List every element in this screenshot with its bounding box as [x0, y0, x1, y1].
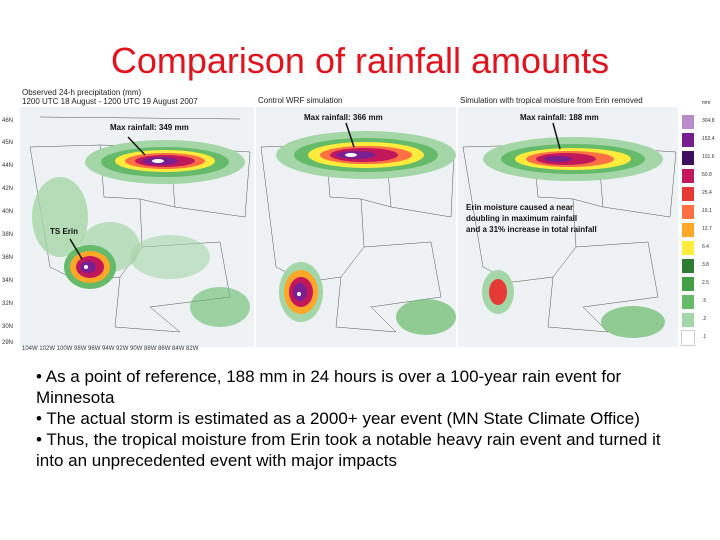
legend-item: 2.5	[682, 274, 716, 292]
observed-scattered-rain	[32, 177, 250, 327]
lat-label: 29N	[2, 340, 14, 346]
control-rain-band	[276, 131, 456, 179]
legend-swatch	[682, 295, 694, 309]
legend-label: .2	[702, 316, 707, 322]
observed-precip-map: Max rainfall: 349 mm TS Erin	[20, 107, 254, 347]
observed-erin-arrow	[69, 238, 83, 260]
removed-note-line1: Erin moisture caused a near	[466, 203, 574, 212]
removed-caption: Simulation with tropical moisture from E…	[460, 96, 643, 105]
legend-swatch	[682, 277, 694, 291]
legend-swatch	[682, 115, 694, 129]
lat-label: 30N	[2, 324, 14, 330]
legend-label: .1	[702, 334, 707, 340]
legend-label: 19.1	[702, 208, 712, 214]
legend-label: 2.5	[702, 280, 709, 286]
removed-map-graphic	[462, 122, 677, 338]
legend-swatch	[682, 133, 694, 147]
legend-item: 19.1	[682, 202, 716, 220]
legend-label: 101.6	[702, 154, 715, 160]
lat-label: 34N	[2, 278, 14, 284]
lat-label: 44N	[2, 163, 14, 169]
legend-label: 25.4	[702, 190, 712, 196]
observed-max-arrow	[127, 136, 146, 156]
bullet-list: • As a point of reference, 188 mm in 24 …	[36, 366, 686, 471]
removed-max-arrow	[552, 122, 561, 150]
legend-item: 3.8	[682, 256, 716, 274]
removed-rain-band	[483, 137, 663, 181]
observed-caption-line1: Observed 24-h precipitation (mm)	[22, 88, 142, 97]
lat-label: 36N	[2, 255, 14, 261]
legend-swatch	[681, 330, 695, 346]
legend-label: 152.4	[702, 136, 715, 142]
lat-label: 32N	[2, 301, 14, 307]
legend-item: 12.7	[682, 220, 716, 238]
legend-label: .5	[702, 298, 707, 304]
legend-swatch	[682, 205, 694, 219]
slide-title: Comparison of rainfall amounts	[110, 40, 610, 81]
removed-gulf-rain	[601, 306, 665, 338]
removed-max-label: Max rainfall: 188 mm	[520, 113, 599, 122]
removed-note-line3: and a 31% increase in total rainfall	[466, 225, 597, 234]
bullet-item: • The actual storm is estimated as a 200…	[36, 409, 640, 428]
control-precip-map: Max rainfall: 366 mm	[256, 107, 456, 347]
observed-max-label: Max rainfall: 349 mm	[110, 123, 189, 132]
bullet-item: • Thus, the tropical moisture from Erin …	[36, 430, 661, 470]
legend-swatch	[682, 169, 694, 183]
bullet-item: • As a point of reference, 188 mm in 24 …	[36, 367, 622, 407]
legend-item: 152.4	[682, 130, 716, 148]
legend-label: 50.8	[702, 172, 712, 178]
legend-item: 101.6	[682, 148, 716, 166]
longitude-labels: 104W 102W 100W 98W 96W 94W 92W 90W 88W 8…	[22, 346, 199, 352]
legend-swatch	[682, 223, 694, 237]
observed-erin-core	[64, 245, 116, 289]
legend-label: 12.7	[702, 226, 712, 232]
legend-label: 3.8	[702, 262, 709, 268]
legend-swatch	[682, 151, 694, 165]
control-max-arrow	[345, 122, 355, 148]
lat-label: 40N	[2, 209, 14, 215]
control-map-graphic	[260, 122, 456, 335]
legend-swatch	[682, 259, 694, 273]
lat-label: 46N	[2, 118, 14, 124]
legend-unit: mm	[702, 100, 711, 106]
lat-label: 38N	[2, 232, 14, 238]
removed-erin-core	[489, 279, 507, 305]
legend-item: .5	[682, 292, 716, 310]
lat-label: 45N	[2, 140, 14, 146]
control-erin-core	[279, 262, 323, 322]
observed-rain-band	[85, 140, 245, 184]
removed-precip-map: Max rainfall: 188 mm Erin moisture cause…	[458, 107, 678, 347]
lat-label: 42N	[2, 186, 14, 192]
observed-map-graphic	[29, 116, 251, 333]
control-max-label: Max rainfall: 366 mm	[304, 113, 383, 122]
control-gulf-rain	[396, 299, 456, 335]
precip-legend: mm 304.8 152.4 101.6 50.8 25.4 19.1 12.7…	[681, 100, 716, 355]
legend-label: 6.4	[702, 244, 709, 250]
legend-item: 50.8	[682, 166, 716, 184]
observed-storm-label: TS Erin	[50, 227, 79, 236]
observed-caption-line2: 1200 UTC 18 August - 1200 UTC 19 August …	[22, 97, 198, 106]
legend-swatch	[682, 313, 694, 327]
legend-item: .1	[681, 328, 716, 346]
legend-label: 304.8	[702, 118, 715, 124]
legend-item: 304.8	[682, 112, 716, 130]
legend-item: .2	[682, 310, 716, 328]
legend-swatch	[682, 187, 694, 201]
legend-item: 6.4	[682, 238, 716, 256]
legend-item: 25.4	[682, 184, 716, 202]
control-caption: Control WRF simulation	[258, 96, 343, 105]
removed-note-line2: doubling in maximum rainfall	[466, 214, 578, 223]
legend-swatch	[682, 241, 694, 255]
